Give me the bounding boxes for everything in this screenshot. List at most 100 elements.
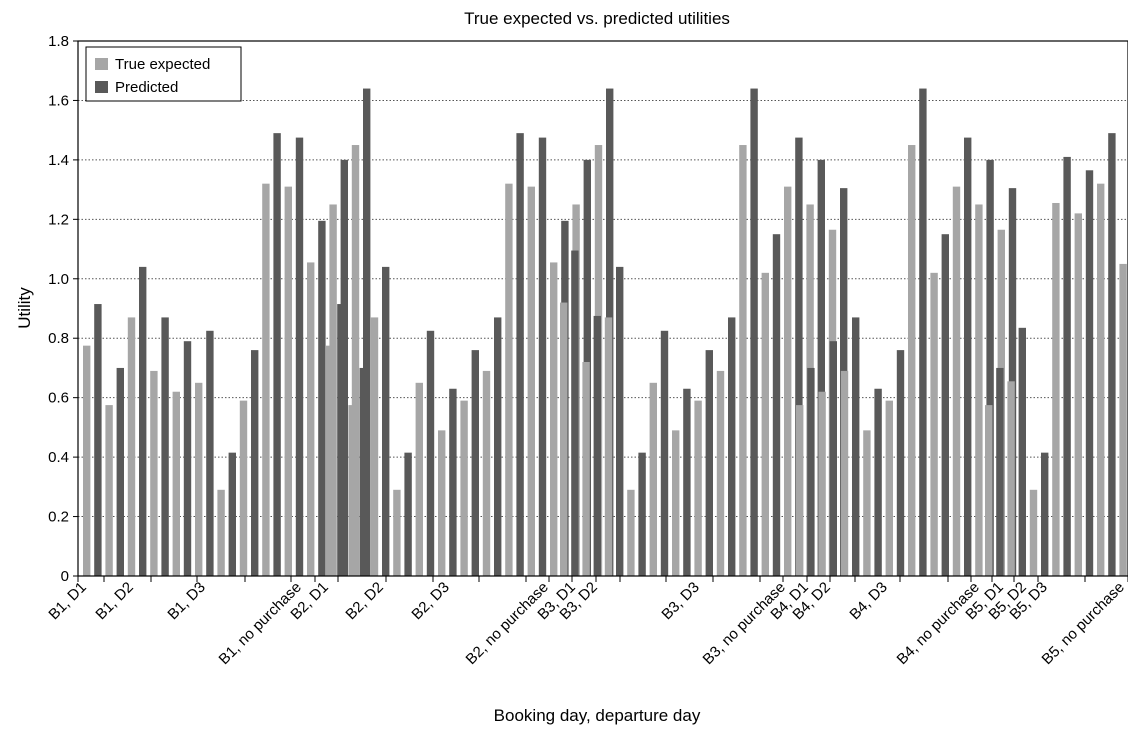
bar-predicted	[772, 234, 781, 576]
bar-predicted	[728, 317, 736, 576]
bar-true-expected	[460, 400, 468, 576]
bar-predicted	[251, 350, 259, 576]
bar-true-expected	[326, 345, 334, 576]
bar-true-expected	[550, 262, 558, 576]
bar-predicted	[183, 341, 192, 576]
bar-true-expected	[784, 186, 792, 576]
legend-box	[85, 46, 242, 102]
bar-predicted	[1085, 170, 1094, 576]
bar-predicted	[228, 452, 236, 576]
bar-true-expected	[604, 317, 613, 576]
bars	[83, 88, 1127, 577]
bar-predicted	[538, 137, 547, 576]
x-axis-label: Booking day, departure day	[494, 706, 701, 725]
plot-frame	[77, 40, 1128, 577]
bar-true-expected	[239, 400, 248, 576]
bar-predicted	[638, 452, 646, 576]
bar-true-expected	[930, 272, 938, 576]
bar-predicted	[829, 341, 837, 576]
bar-true-expected	[284, 186, 292, 576]
bar-true-expected	[195, 382, 203, 576]
y-axis-label: Utility	[15, 287, 34, 329]
bar-predicted	[337, 304, 345, 576]
bar-true-expected	[885, 400, 893, 576]
y-tick-label: 1.4	[48, 152, 69, 169]
legend: True expected Predicted	[85, 46, 242, 102]
x-tick-label: B1, D2	[92, 579, 136, 623]
x-tick-label: B1, D1	[45, 579, 89, 623]
bar-true-expected	[105, 405, 113, 576]
bar-true-expected	[415, 382, 423, 576]
y-tick-label: 0.4	[48, 449, 69, 466]
y-tick-label: 1.2	[48, 211, 69, 228]
bar-predicted	[986, 159, 994, 576]
x-tick-label: B3, D3	[658, 579, 702, 623]
legend-label-true-expected: True expected	[115, 56, 210, 73]
bar-true-expected	[393, 489, 401, 576]
bar-true-expected	[1052, 202, 1060, 576]
bar-predicted	[516, 133, 524, 576]
bar-predicted	[996, 367, 1004, 576]
bar-true-expected	[560, 302, 568, 576]
bar-true-expected	[127, 317, 136, 576]
bar-true-expected	[582, 362, 590, 576]
bar-predicted	[660, 330, 669, 576]
bar-predicted	[852, 317, 860, 576]
bar-predicted	[964, 137, 972, 576]
bar-predicted	[359, 367, 367, 576]
x-tick-label: B4, no purchase	[894, 579, 983, 668]
bar-true-expected	[1029, 489, 1038, 576]
bar-predicted	[919, 88, 927, 577]
y-tick-label: 0	[61, 568, 69, 585]
bar-true-expected	[348, 405, 356, 576]
bar-true-expected	[262, 183, 270, 576]
bar-true-expected	[83, 345, 91, 576]
bar-predicted	[318, 220, 326, 576]
x-tick-label: B2, D2	[342, 579, 386, 623]
bar-true-expected	[627, 489, 635, 576]
bar-true-expected	[150, 370, 158, 576]
bar-true-expected	[818, 391, 826, 576]
bar-true-expected	[217, 489, 225, 576]
bar-true-expected	[761, 272, 769, 576]
bar-true-expected	[438, 430, 446, 576]
bar-true-expected	[482, 370, 491, 576]
x-tick-label: B4, D3	[846, 579, 890, 623]
bar-predicted	[807, 367, 815, 576]
legend-swatch-true-expected	[95, 58, 108, 70]
y-tick-label: 1.8	[48, 33, 69, 50]
bar-predicted	[593, 315, 601, 576]
chart-title: True expected vs. predicted utilities	[464, 9, 730, 28]
bar-predicted	[471, 350, 479, 576]
y-tick-label: 0.8	[48, 330, 69, 347]
bar-predicted	[683, 388, 691, 576]
bar-predicted	[404, 452, 412, 576]
bar-predicted	[1041, 452, 1049, 576]
bar-predicted	[896, 350, 905, 576]
bar-true-expected	[307, 262, 315, 576]
y-tick-label: 1.0	[48, 271, 69, 288]
bar-predicted	[571, 250, 579, 576]
y-axis-ticks: 0 0.2 0.4 0.6 0.8 1.0 1.2 1.4 1.6 1.8	[48, 33, 78, 585]
bar-true-expected	[1007, 381, 1015, 576]
bar-predicted	[616, 266, 624, 576]
bar-predicted	[363, 88, 371, 577]
bar-true-expected	[370, 317, 379, 576]
legend-swatch-predicted	[95, 81, 108, 93]
bar-true-expected	[1074, 213, 1082, 576]
bar-true-expected	[672, 430, 680, 576]
bar-predicted	[116, 367, 124, 576]
bar-predicted	[139, 266, 147, 576]
legend-label-predicted: Predicted	[115, 79, 178, 96]
bar-true-expected	[172, 391, 180, 576]
bar-true-expected	[908, 145, 916, 576]
bar-predicted	[817, 159, 825, 576]
x-tick-label: B2, no purchase	[463, 579, 552, 668]
y-tick-label: 0.6	[48, 390, 69, 407]
bar-predicted	[206, 330, 214, 576]
x-tick-label: B1, no purchase	[216, 579, 305, 668]
bar-true-expected	[796, 405, 804, 576]
bar-true-expected	[863, 430, 871, 576]
